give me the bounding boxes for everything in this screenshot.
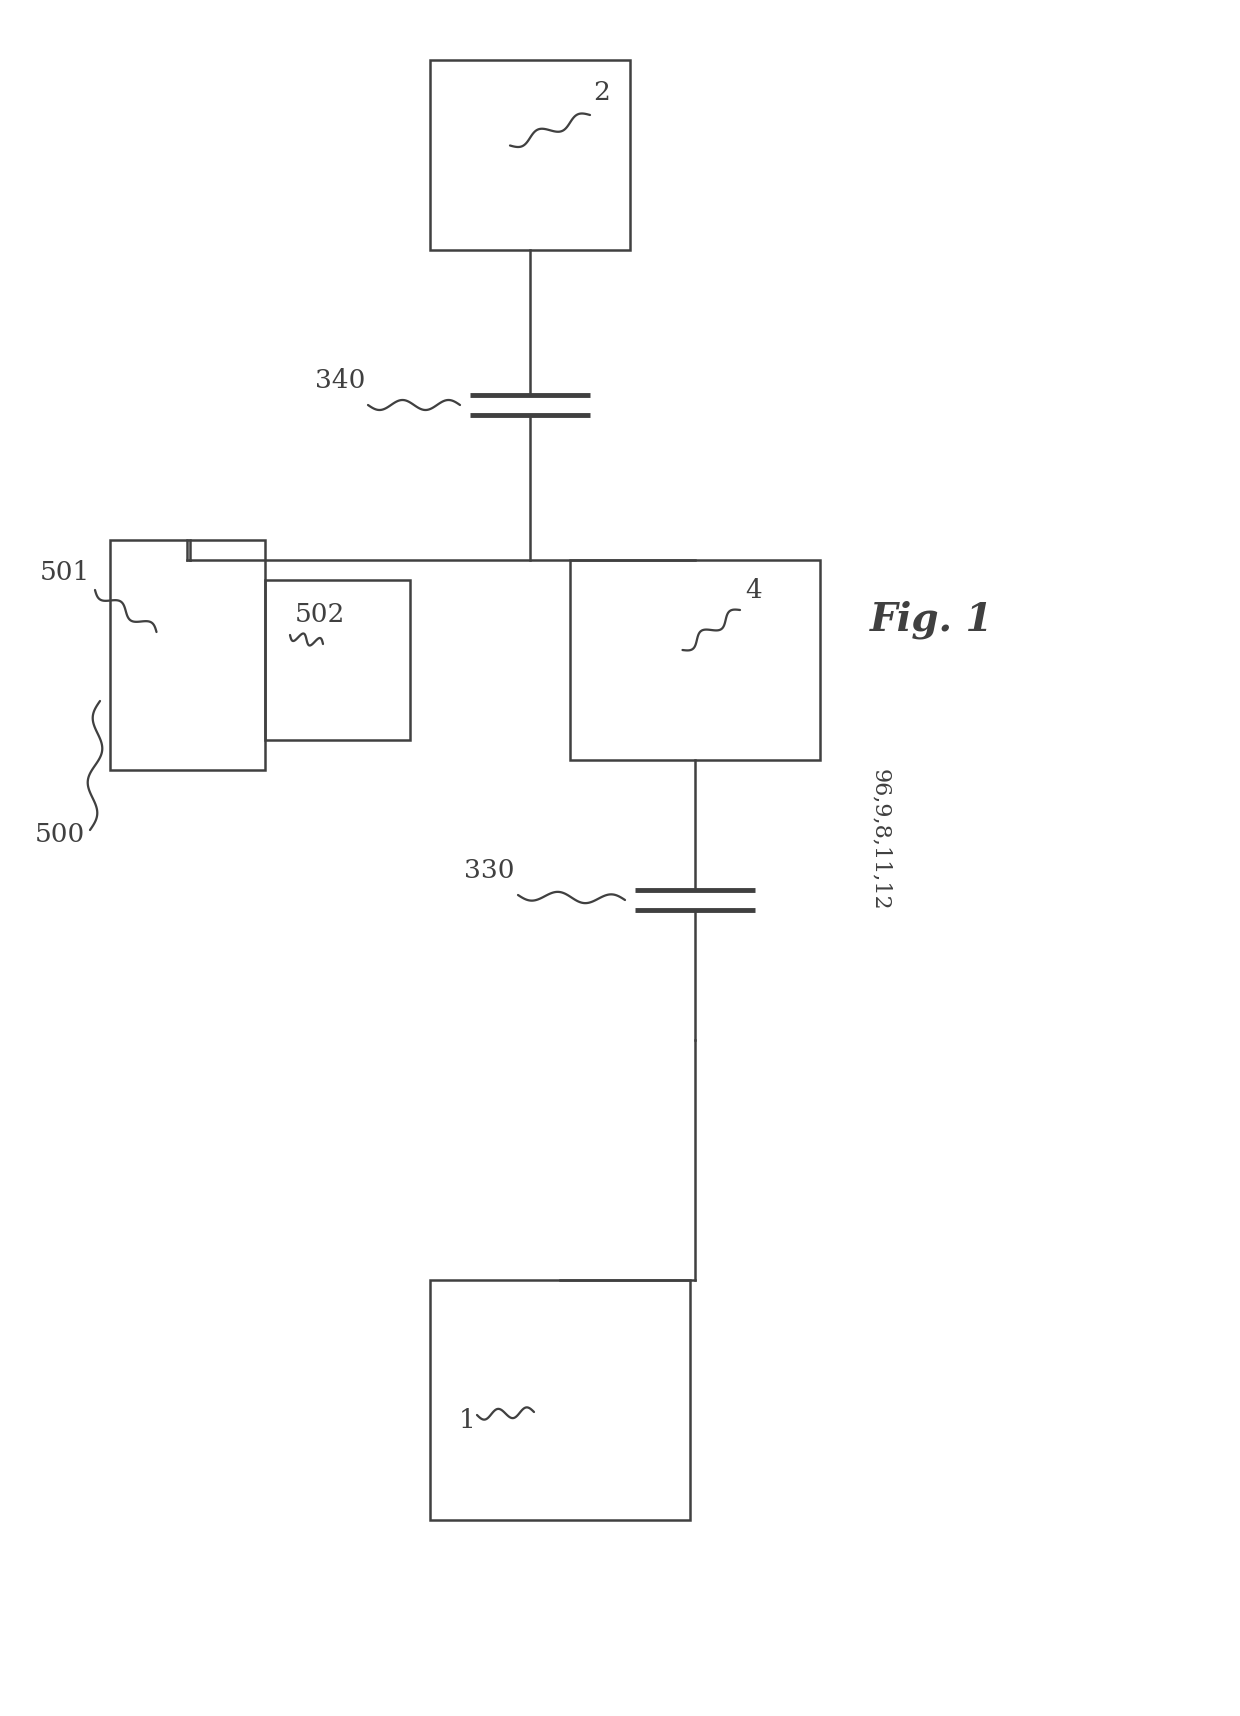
Text: 501: 501 (40, 559, 91, 585)
Text: 1: 1 (459, 1407, 475, 1433)
Text: 330: 330 (465, 858, 515, 882)
Bar (430, 60, 630, 251)
Text: Fig. 1: Fig. 1 (870, 601, 993, 640)
Text: 96,9,8,11,12: 96,9,8,11,12 (869, 769, 892, 911)
Text: 4: 4 (745, 578, 761, 602)
Bar (430, 1280, 689, 1520)
Text: 502: 502 (295, 602, 346, 628)
Text: 2: 2 (593, 81, 610, 105)
Bar (265, 580, 410, 740)
Text: 500: 500 (35, 822, 86, 848)
Text: 340: 340 (315, 367, 365, 393)
Bar (570, 559, 820, 760)
Bar (110, 541, 265, 770)
